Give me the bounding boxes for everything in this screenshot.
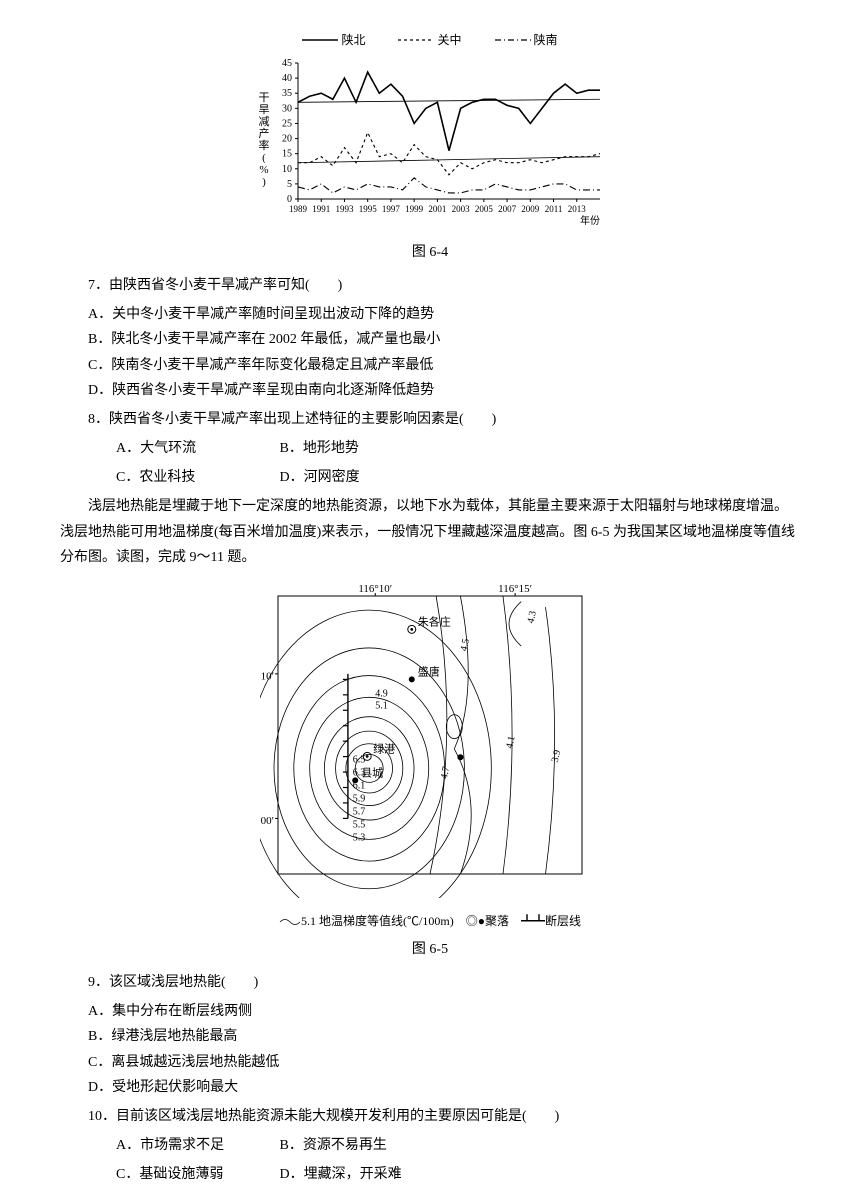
svg-text:1997: 1997 <box>382 204 401 214</box>
q8-stem: 8．陕西省冬小麦干旱减产率出现上述特征的主要影响因素是( ) <box>60 407 800 432</box>
svg-text:5.9: 5.9 <box>353 793 366 804</box>
svg-text:年份: 年份 <box>580 214 600 227</box>
svg-text:产: 产 <box>259 126 270 140</box>
svg-text:2009: 2009 <box>521 204 540 214</box>
passage-2: 浅层地热能是埋藏于地下一定深度的地热能资源，以地下水为载体，其能量主要来源于太阳… <box>60 494 800 570</box>
svg-text:1999: 1999 <box>405 204 424 214</box>
contour-map: 116°10′116°15′39°10′39°00′6.56.36.15.95.… <box>60 578 800 933</box>
svg-text:率: 率 <box>259 138 270 152</box>
svg-text:5.5: 5.5 <box>353 819 366 830</box>
q7-opt-b: B．陕北冬小麦干旱减产率在 2002 年最低，减产量也最小 <box>60 327 800 352</box>
svg-text:4.1: 4.1 <box>504 735 517 750</box>
svg-text:2007: 2007 <box>498 204 516 214</box>
q8-opt-d: D．河网密度 <box>252 465 412 490</box>
q9-opt-c: C．离县城越远浅层地热能越低 <box>60 1050 800 1075</box>
svg-text:): ) <box>262 176 266 188</box>
svg-text:2001: 2001 <box>428 204 446 214</box>
q7-opt-a: A．关中冬小麦干旱减产率随时间呈现出波动下降的趋势 <box>60 302 800 327</box>
svg-text:2003: 2003 <box>452 204 471 214</box>
svg-text:5.7: 5.7 <box>353 806 366 817</box>
q7-opt-d: D．陕西省冬小麦干旱减产率呈现由南向北逐渐降低趋势 <box>60 378 800 403</box>
svg-text:盛唐: 盛唐 <box>418 664 440 678</box>
svg-text:5: 5 <box>287 178 292 189</box>
svg-text:40: 40 <box>282 73 292 84</box>
map-caption: 图 6-5 <box>60 937 800 962</box>
q7-opt-c: C．陕南冬小麦干旱减产率年际变化最稳定且减产率最低 <box>60 353 800 378</box>
q10-options: A．市场需求不足 B．资源不易再生 <box>60 1133 800 1158</box>
q10-opt-c: C．基础设施薄弱 <box>88 1162 248 1187</box>
chart-1: 陕北 关中 陕南 0510152025303540451989199119931… <box>60 30 800 236</box>
q10-opt-b: B．资源不易再生 <box>252 1133 412 1158</box>
q10-stem: 10．目前该区域浅层地热能资源未能大规模开发利用的主要原因可能是( ) <box>60 1104 800 1129</box>
legend-label-guanzhong: 关中 <box>437 33 461 47</box>
q9-options: A．集中分布在断层线两侧 B．绿港浅层地热能最高 C．离县城越远浅层地热能越低 … <box>60 999 800 1100</box>
svg-text:3.9: 3.9 <box>550 749 563 764</box>
svg-text:4.9: 4.9 <box>375 688 388 699</box>
svg-text:39°00′: 39°00′ <box>260 815 274 827</box>
q10-opt-a: A．市场需求不足 <box>88 1133 248 1158</box>
svg-text:朱各庄: 朱各庄 <box>418 614 451 628</box>
svg-text:干: 干 <box>259 92 270 104</box>
svg-text:(: ( <box>262 152 266 164</box>
svg-text:减: 减 <box>259 115 270 128</box>
svg-text:45: 45 <box>282 58 292 69</box>
svg-text:5.1: 5.1 <box>375 700 388 711</box>
svg-text:4.7: 4.7 <box>439 766 452 781</box>
chart-1-caption: 图 6-4 <box>60 240 800 265</box>
svg-text:1995: 1995 <box>359 204 378 214</box>
svg-text:旱: 旱 <box>259 103 270 116</box>
svg-text:绿港: 绿港 <box>373 741 395 755</box>
svg-text:县城: 县城 <box>361 766 383 779</box>
line-chart: 0510152025303540451989199119931995199719… <box>250 57 610 236</box>
svg-text:1991: 1991 <box>312 204 330 214</box>
svg-text:35: 35 <box>282 88 292 99</box>
svg-text:5.3: 5.3 <box>353 832 366 843</box>
q8-options: A．大气环流 B．地形地势 <box>60 436 800 461</box>
svg-text:4.3: 4.3 <box>526 610 539 625</box>
svg-text:2005: 2005 <box>475 204 494 214</box>
svg-text:15: 15 <box>282 148 292 159</box>
svg-text:4.5: 4.5 <box>459 638 472 653</box>
q9-opt-d: D．受地形起伏影响最大 <box>60 1075 800 1100</box>
q9-opt-b: B．绿港浅层地热能最高 <box>60 1024 800 1049</box>
svg-text:30: 30 <box>282 103 292 114</box>
q7-stem: 7．由陕西省冬小麦干旱减产率可知( ) <box>60 273 800 298</box>
svg-text:2013: 2013 <box>568 204 587 214</box>
chart-legend: 陕北 关中 陕南 <box>60 30 800 52</box>
legend-label-shannan: 陕南 <box>534 33 558 47</box>
svg-text:10: 10 <box>282 163 292 174</box>
q10-opt-d: D．埋藏深，开采难 <box>252 1162 412 1187</box>
q9-opt-a: A．集中分布在断层线两侧 <box>60 999 800 1024</box>
svg-text:%: % <box>259 164 268 176</box>
svg-text:20: 20 <box>282 133 292 144</box>
svg-text:1993: 1993 <box>335 204 354 214</box>
legend-label-shanbei: 陕北 <box>341 33 365 47</box>
q8-opt-c: C．农业科技 <box>88 465 248 490</box>
svg-text:25: 25 <box>282 118 292 129</box>
svg-text:1989: 1989 <box>289 204 308 214</box>
q8-opt-a: A．大气环流 <box>88 436 248 461</box>
svg-text:2011: 2011 <box>545 204 563 214</box>
q7-options: A．关中冬小麦干旱减产率随时间呈现出波动下降的趋势 B．陕北冬小麦干旱减产率在 … <box>60 302 800 403</box>
map-legend: 5.1 地温梯度等值线(℃/100m) ◎●聚落 ┻┻断层线 <box>60 911 800 933</box>
q8-opt-b: B．地形地势 <box>252 436 412 461</box>
q9-stem: 9．该区域浅层地热能( ) <box>60 970 800 995</box>
